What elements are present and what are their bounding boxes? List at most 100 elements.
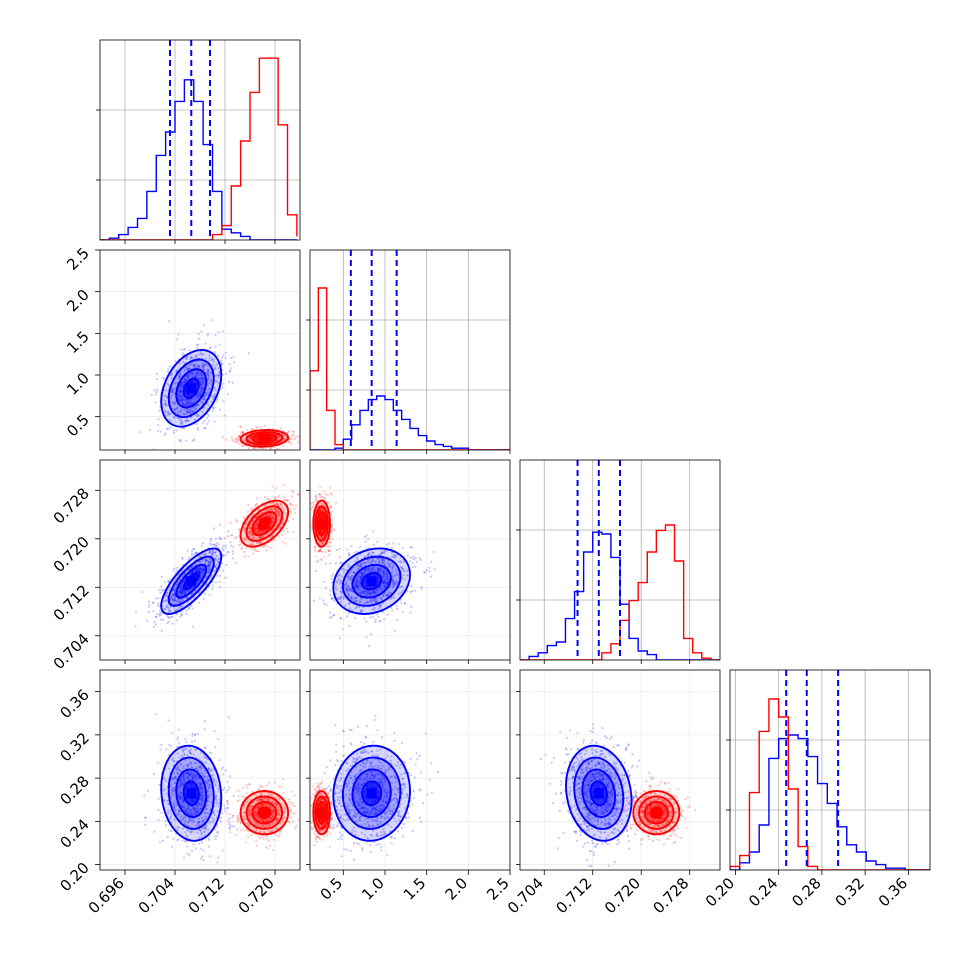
contour-line: [239, 499, 290, 548]
contour-line: [312, 499, 331, 548]
density-peak: [259, 433, 270, 444]
contour-line: [573, 756, 625, 830]
contour-line: [332, 547, 411, 615]
contour-line: [581, 768, 617, 818]
density-peak: [366, 576, 377, 587]
panel-frame: [519, 459, 721, 661]
histogram-grid-2: [520, 460, 720, 660]
x-tick-label: 0.28: [788, 874, 824, 910]
contour-line: [332, 744, 411, 842]
x-tick-label: 0.704: [504, 874, 547, 917]
x-tick-label: 0.712: [552, 874, 595, 917]
contour-line: [632, 790, 681, 836]
y-tick-label: 0.5: [63, 411, 93, 441]
x-tick-label: 0.704: [135, 874, 178, 917]
panel-frame: [519, 669, 721, 871]
scatter-grid-3-1: [310, 670, 510, 870]
histogram-red-0: [100, 57, 298, 240]
x-tick-label: 1.0: [358, 874, 388, 904]
contour-line: [257, 806, 272, 820]
contour-line: [565, 744, 633, 842]
panel-frame: [309, 669, 511, 871]
scatter-grid-2-1: [310, 460, 510, 660]
corner-plot-root: 0.51.01.52.02.50.7040.7120.7200.7280.696…: [50, 39, 931, 917]
y-tick-label: 0.720: [50, 533, 93, 576]
panel-2-1: [306, 459, 511, 664]
histogram-red-3: [730, 698, 930, 870]
contour-line: [341, 555, 402, 607]
density-peak: [259, 518, 270, 529]
contour-line: [239, 790, 290, 836]
panel-1-1: [306, 249, 511, 454]
x-tick-label: 2.0: [442, 874, 472, 904]
histogram-red-1: [310, 287, 510, 450]
density-peak: [593, 788, 604, 799]
contour-line: [160, 349, 223, 428]
y-tick-label: 2.5: [63, 244, 93, 274]
y-tick-label: 0.728: [50, 484, 93, 527]
panel-3-3: 0.20 0.24 0.28 0.32 0.36: [702, 669, 931, 910]
x-tick-label: 0.696: [85, 874, 128, 917]
histogram-blue-0: [100, 79, 297, 240]
panel-3-2: 0.704 0.712 0.720 0.728: [504, 669, 721, 917]
contour-line: [245, 505, 284, 542]
x-tick-label: 0.36: [875, 874, 911, 910]
contour-line: [175, 368, 208, 409]
x-tick-label: 0.720: [235, 874, 278, 917]
histogram-grid-0: [100, 40, 300, 240]
contour-line: [239, 429, 290, 448]
contour-line: [314, 505, 329, 542]
contour-line: [160, 547, 223, 615]
contour-line: [643, 800, 669, 825]
panel-frame: [729, 669, 931, 871]
panel-content-3-3: [730, 670, 930, 870]
panel-content-0-0: [100, 40, 300, 240]
y-tick-label: 0.712: [50, 581, 93, 624]
density-peak: [316, 807, 327, 818]
panel-frame: [99, 249, 301, 451]
x-tick-label: 0.32: [832, 874, 868, 910]
y-tick-label: 2.0: [63, 286, 93, 316]
y-tick-label: 1.5: [63, 327, 93, 357]
contour-line: [182, 377, 200, 399]
x-tick-label: 0.728: [649, 874, 692, 917]
y-tick-label: 0.36: [56, 686, 92, 722]
contour-line: [182, 780, 200, 807]
contour-line: [351, 768, 392, 818]
scatter-grid-2-0: [100, 460, 300, 660]
panel-content-2-2: [520, 460, 720, 660]
contour-line: [251, 800, 278, 825]
contour-line: [167, 555, 215, 607]
contour-line: [351, 563, 392, 599]
contour-line: [361, 572, 383, 591]
contour-line: [160, 744, 223, 842]
histogram-blue-2: [520, 531, 720, 660]
density-peak: [651, 807, 662, 818]
panel-content-3-0: [100, 670, 300, 870]
panel-1-0: 0.5 1.0 1.5 2.0 2.5: [63, 244, 301, 454]
contour-line: [314, 795, 329, 830]
panel-0-0: [96, 39, 301, 244]
panel-content-1-0: [100, 250, 300, 450]
contour-line: [341, 756, 402, 830]
panel-content-1-1: [310, 250, 510, 450]
contour-line: [245, 795, 284, 830]
y-tick-label: 0.704: [50, 630, 93, 673]
contour-line: [312, 790, 331, 836]
panel-frame: [99, 39, 301, 241]
histogram-grid-1: [310, 250, 510, 450]
x-tick-label: 1.5: [400, 874, 430, 904]
y-tick-label: 0.20: [56, 859, 92, 895]
contour-line: [649, 806, 664, 820]
y-tick-label: 0.24: [56, 815, 92, 851]
x-tick-label: 0.712: [185, 874, 228, 917]
panel-3-0: 0.696 0.704 0.712 0.720 0.20 0.24 0.28 0.32 0.36: [56, 669, 301, 917]
contour-line: [167, 358, 215, 419]
density-peak: [186, 788, 197, 799]
panel-3-1: 0.5 1.0 1.5 2.0 2.5: [306, 669, 513, 904]
contour-line: [638, 795, 675, 830]
histogram-blue-1: [310, 395, 510, 450]
y-tick-label: 0.32: [56, 729, 92, 765]
density-peak: [259, 807, 270, 818]
